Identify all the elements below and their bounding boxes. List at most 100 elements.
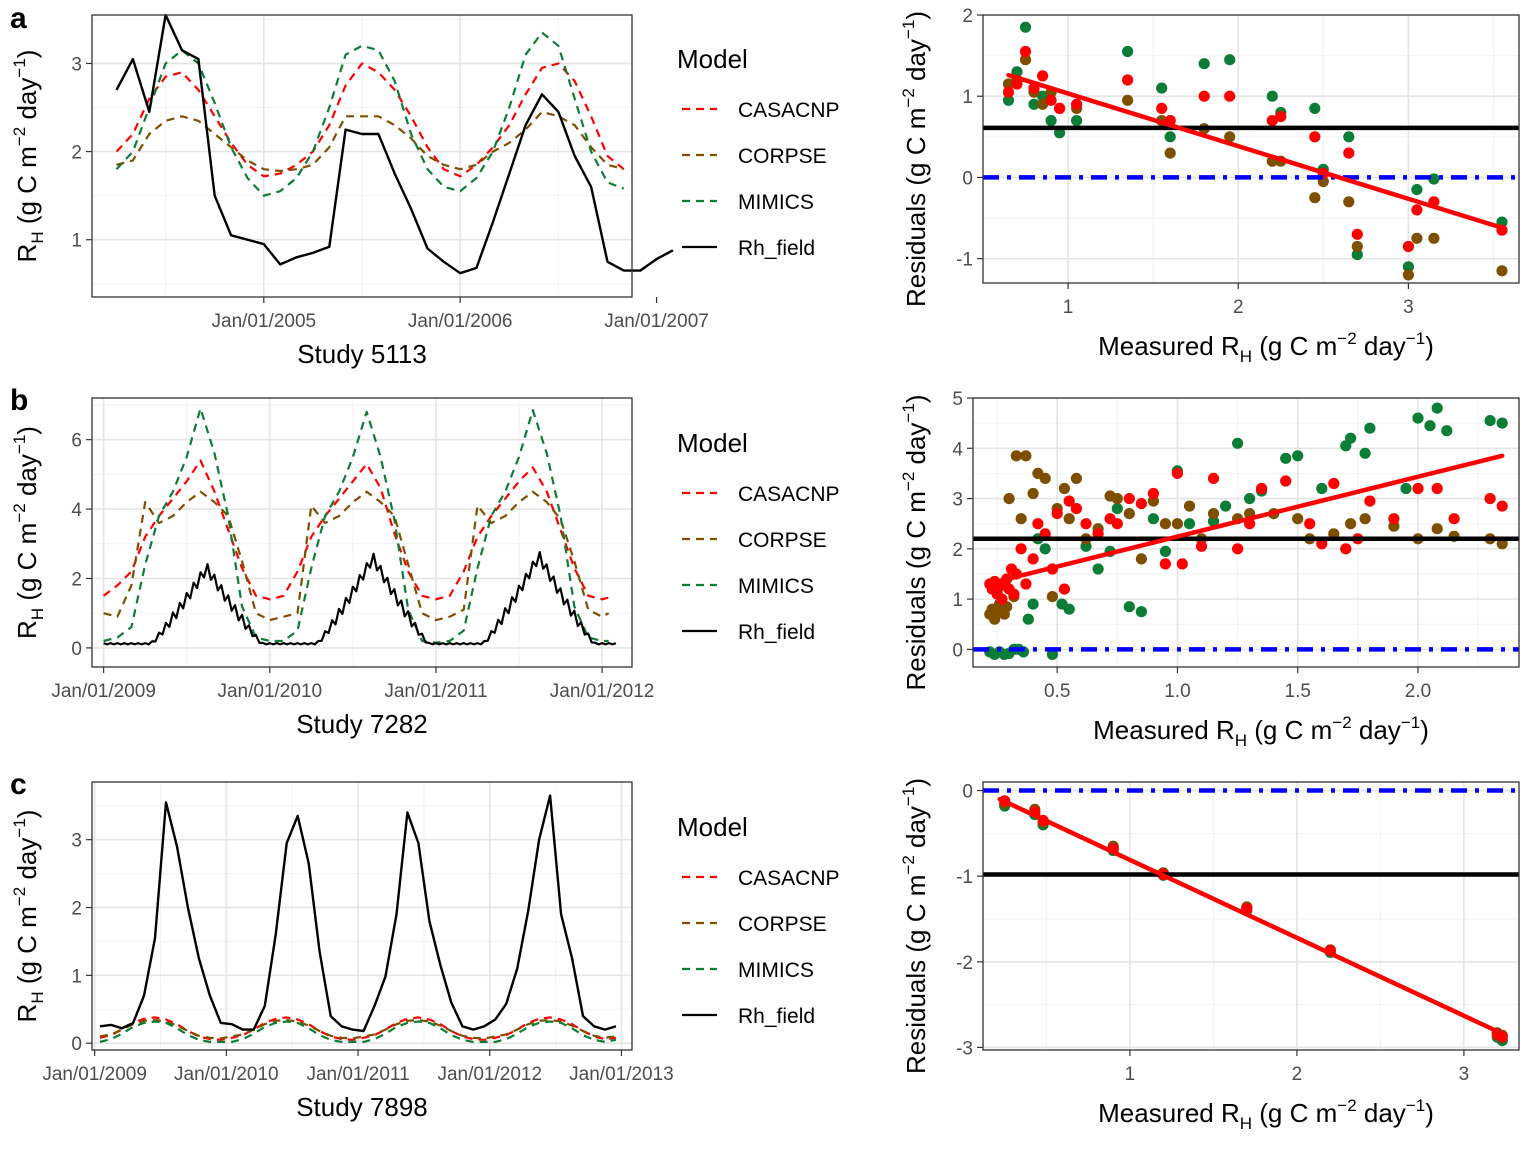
x-tick-label: Jan/01/2010	[217, 681, 322, 702]
point-casacnp	[1431, 482, 1443, 495]
x-axis-title: Study 7282	[296, 709, 428, 739]
legend-item-label: MIMICS	[738, 575, 814, 598]
legend-item-mimics: MIMICS	[682, 575, 814, 598]
point-corpse	[1037, 98, 1049, 110]
x-tick-label: Jan/01/2011	[384, 681, 487, 702]
point-corpse	[1159, 518, 1171, 530]
y-tick-label: 2	[71, 569, 82, 590]
point-corpse	[1402, 269, 1414, 281]
point-casacnp	[1364, 495, 1376, 507]
axis-ticks: 1 2 3 -1 0 1 2	[956, 6, 1414, 318]
y-tick-label: 2	[71, 899, 82, 920]
legend-item-label: CORPSE	[738, 529, 827, 552]
x-tick-label: Jan/01/2005	[212, 311, 317, 332]
point-corpse	[1046, 591, 1058, 603]
legend: Model CASACNP CORPSE MIMICS Rh_field	[677, 44, 840, 260]
point-casacnp	[1063, 495, 1075, 507]
series-line-rh-field	[103, 551, 617, 646]
point-mimics	[1412, 412, 1424, 424]
axis-ticks: 1 2 3 -3 -2 -1 0	[956, 782, 1469, 1085]
point-mimics	[1411, 184, 1423, 196]
point-casacnp	[1070, 503, 1082, 515]
x-tick-label: 2	[1292, 1064, 1303, 1085]
point-corpse	[1135, 553, 1147, 565]
point-corpse	[1015, 513, 1027, 525]
point-mimics	[1063, 603, 1075, 615]
point-casacnp	[1256, 482, 1268, 495]
y-tick-label: 0	[71, 639, 82, 660]
point-casacnp	[1496, 500, 1508, 512]
x-tick-label: Jan/01/2012	[437, 1064, 542, 1085]
point-casacnp	[1002, 86, 1015, 98]
panel-a-residuals: 1 2 3 -1 0 1 2 Residuals (g C m−2 day−1) Measure…	[899, 6, 1520, 366]
y-axis-title: Residuals (g C m−2 day−1)	[899, 11, 931, 307]
y-tick-label: 2	[952, 540, 963, 561]
point-mimics	[1037, 90, 1049, 102]
legend-item-rh-field: Rh_field	[682, 237, 815, 260]
point-casacnp	[1351, 228, 1363, 240]
plot-background	[92, 398, 632, 667]
point-corpse	[1039, 472, 1051, 484]
series-line-rh-field	[99, 794, 617, 1033]
point-mimics	[1164, 131, 1176, 143]
x-tick-label: Jan/01/2012	[550, 681, 655, 702]
legend-item-corpse: CORPSE	[682, 145, 827, 168]
point-casacnp	[1037, 70, 1049, 82]
point-corpse	[1027, 487, 1039, 500]
y-tick-label: 0	[952, 640, 963, 661]
y-tick-label: -2	[956, 953, 973, 974]
point-mimics	[1351, 249, 1363, 261]
x-axis-title: Measured RH (g C m−2 day−1)	[1093, 713, 1429, 750]
point-casacnp	[1448, 513, 1460, 525]
point-corpse	[1002, 78, 1015, 90]
y-axis-title: RH (g C m−2 day−1)	[10, 426, 47, 639]
point-mimics	[1244, 493, 1256, 505]
point-mimics	[1224, 54, 1236, 66]
y-tick-label: 5	[952, 389, 963, 410]
point-mimics	[1071, 115, 1083, 127]
plot-border	[91, 397, 633, 668]
point-casacnp	[1080, 518, 1092, 530]
point-mimics	[1220, 500, 1232, 512]
point-casacnp	[1309, 131, 1321, 143]
y-tick-label: 4	[71, 500, 82, 521]
series-line-corpse	[103, 490, 610, 622]
point-mimics	[1309, 102, 1321, 114]
point-mimics	[1123, 601, 1135, 613]
point-corpse	[1070, 472, 1082, 484]
point-corpse	[1359, 513, 1371, 525]
point-corpse	[1183, 500, 1196, 512]
panel-b-timeseries: Jan/01/2009 Jan/01/2010 Jan/01/2011 Jan/01/…	[10, 384, 840, 739]
plot-background	[973, 398, 1519, 667]
series-line-corpse	[116, 110, 625, 173]
point-corpse	[1351, 240, 1363, 253]
point-corpse	[1111, 493, 1123, 505]
point-corpse	[1224, 131, 1236, 143]
point-casacnp	[1388, 513, 1400, 525]
point-corpse	[1345, 518, 1357, 530]
y-axis-title: Residuals (g C m−2 day−1)	[899, 778, 931, 1074]
point-corpse	[1003, 493, 1015, 505]
point-corpse	[1123, 507, 1135, 520]
x-tick-label: Jan/01/2011	[306, 1064, 409, 1085]
legend-item-mimics: MIMICS	[682, 959, 814, 982]
legend-item-corpse: CORPSE	[682, 913, 827, 936]
point-mimics	[1198, 58, 1210, 70]
panel-label: c	[10, 768, 27, 801]
axis-ticks: 0.5 1.0 1.5 2.0 0 1 2 3 4 5	[952, 389, 1431, 702]
legend-item-casacnp: CASACNP	[682, 867, 840, 890]
point-casacnp	[1147, 487, 1159, 500]
point-mimics	[1045, 115, 1057, 127]
point-mimics	[1159, 545, 1171, 558]
point-casacnp	[1008, 588, 1020, 600]
y-tick-label: 0	[962, 782, 973, 803]
y-axis-title: RH (g C m−2 day−1)	[10, 50, 47, 263]
y-tick-label: 1	[962, 87, 973, 108]
point-mimics	[1316, 482, 1328, 495]
series-line-rh-field	[115, 13, 674, 275]
panel-b-residuals: 0.5 1.0 1.5 2.0 0 1 2 3 4 5 Residuals (g C m−2 day…	[899, 389, 1520, 750]
point-mimics	[1092, 563, 1104, 575]
point-casacnp	[1071, 98, 1083, 110]
legend-item-label: Rh_field	[738, 1005, 815, 1028]
